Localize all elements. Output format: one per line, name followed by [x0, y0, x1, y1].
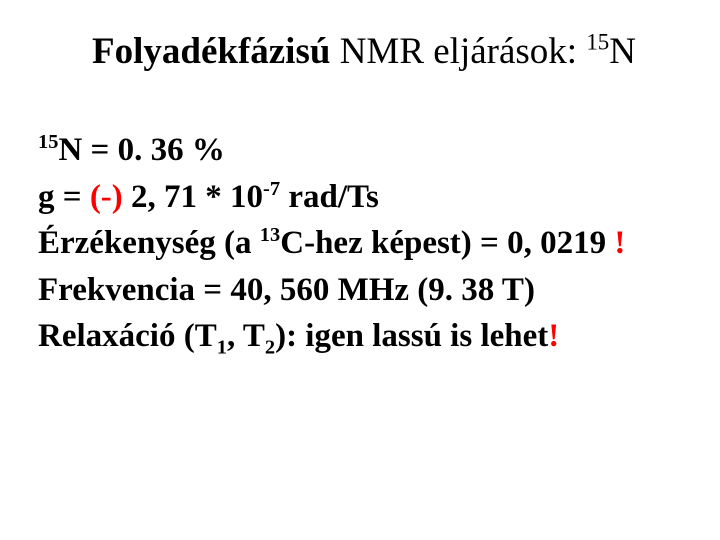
line-frequency: Frekvencia = 40, 560 MHz (9. 38 T)	[38, 268, 690, 313]
line-relaxation: Relaxáció (T1, T2): igen lassú is lehet!	[38, 314, 690, 359]
line-sensitivity: Érzékenység (a 13C-hez képest) = 0, 0219…	[38, 221, 690, 266]
slide-body: 15N = 0. 36 % g = (-) 2, 71 * 10-7 rad/T…	[38, 128, 690, 359]
sens-a: Érzékenység (a	[38, 225, 260, 261]
title-iso-sup: 15	[586, 30, 609, 55]
relax-mid: , T	[227, 318, 265, 354]
relax-s1: 1	[217, 337, 227, 359]
freq-text: Frekvencia = 40, 560 MHz (9. 38 T)	[38, 272, 535, 308]
abundance-sym: N	[58, 132, 82, 168]
title-normal: NMR eljárások:	[330, 31, 586, 72]
abundance-sup: 15	[38, 131, 58, 153]
title-iso-sym: N	[609, 31, 636, 72]
slide-container: Folyadékfázisú NMR eljárások: 15N 15N = …	[0, 0, 720, 540]
gamma-exp: -7	[263, 178, 280, 200]
sens-sym: C	[280, 225, 304, 261]
line-abundance: 15N = 0. 36 %	[38, 128, 690, 173]
title-bold: Folyadékfázisú	[92, 31, 330, 72]
gamma-val: 2, 71 * 10	[123, 179, 263, 215]
slide-title: Folyadékfázisú NMR eljárások: 15N	[38, 30, 690, 73]
gamma-symbol: g	[38, 179, 55, 215]
relax-bang: !	[548, 318, 559, 354]
line-gamma: g = (-) 2, 71 * 10-7 rad/Ts	[38, 175, 690, 220]
gamma-unit: rad/Ts	[280, 179, 379, 215]
sens-bang: !	[614, 225, 625, 261]
sens-b: -hez képest) = 0, 0219	[304, 225, 614, 261]
relax-s2: 2	[265, 337, 275, 359]
gamma-eq: =	[55, 179, 90, 215]
title-isotope: 15N	[586, 31, 636, 72]
gamma-neg: (-)	[90, 179, 123, 215]
relax-a: Relaxáció (T	[38, 318, 217, 354]
relax-b: ): igen lassú is lehet	[275, 318, 548, 354]
abundance-rest: = 0. 36 %	[82, 132, 225, 168]
sens-sup: 13	[260, 224, 280, 246]
